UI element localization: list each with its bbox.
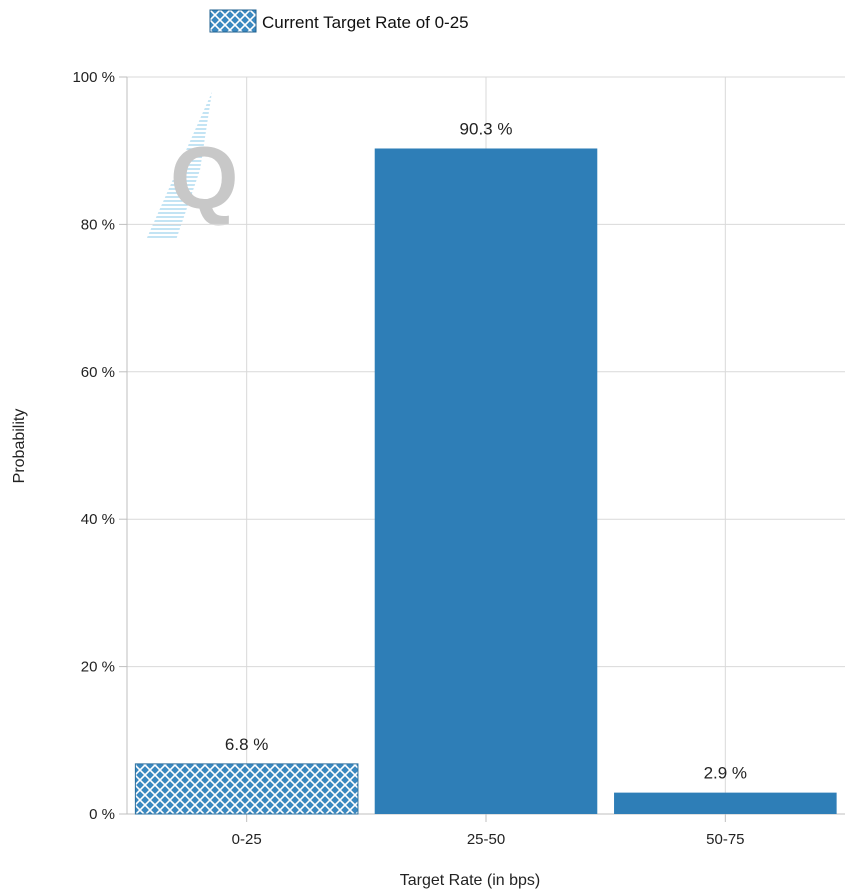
x-tick-label: 0-25 <box>232 831 262 848</box>
x-axis-title: Target Rate (in bps) <box>400 872 541 889</box>
x-tick-label: 25-50 <box>467 831 505 848</box>
bars <box>134 148 837 815</box>
y-axis-title: Probability <box>11 409 28 484</box>
y-tick-label: 60 % <box>81 364 115 381</box>
data-labels: 6.8 % 90.3 % 2.9 % <box>225 119 747 782</box>
legend-label: Current Target Rate of 0-25 <box>262 13 469 32</box>
data-label-50-75: 2.9 % <box>704 764 747 783</box>
y-tick-label: 0 % <box>89 806 115 823</box>
bar-0-25 <box>134 763 359 815</box>
bar-25-50 <box>374 148 598 814</box>
y-tick-label: 100 % <box>72 69 115 86</box>
data-label-25-50: 90.3 % <box>460 119 513 138</box>
x-tick-label: 50-75 <box>706 831 744 848</box>
watermark-logo: Q <box>146 92 238 240</box>
bar-50-75 <box>614 792 837 814</box>
legend-swatch <box>209 9 257 33</box>
y-tick-label: 40 % <box>81 511 115 528</box>
axes: 0 % 20 % 40 % 60 % 80 % 100 % 0-25 25-50 50-75 <box>72 69 845 848</box>
logo-q-letter: Q <box>170 128 238 227</box>
y-tick-label: 80 % <box>81 216 115 233</box>
data-label-0-25: 6.8 % <box>225 735 268 754</box>
legend: Current Target Rate of 0-25 <box>209 9 469 33</box>
y-tick-label: 20 % <box>81 659 115 676</box>
